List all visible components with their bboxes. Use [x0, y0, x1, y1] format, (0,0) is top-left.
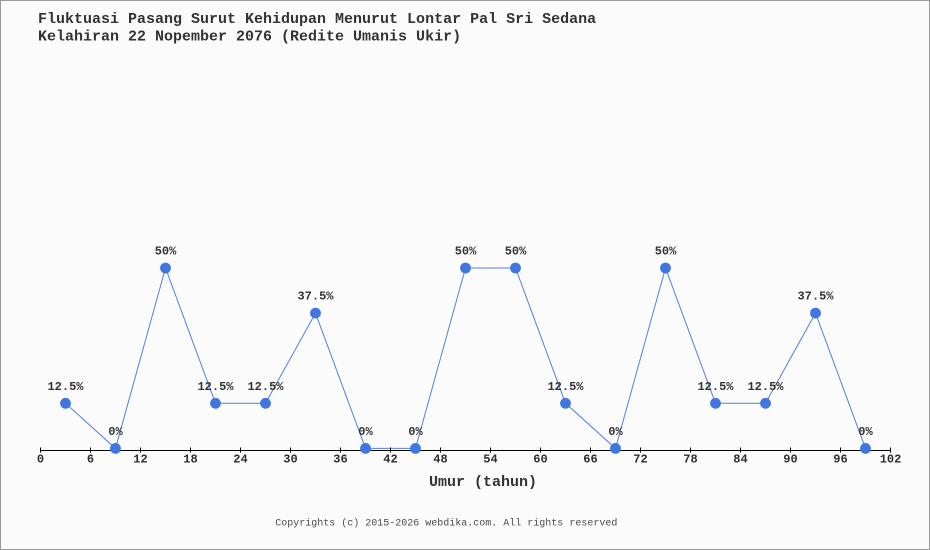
svg-text:37.5%: 37.5% [297, 290, 334, 304]
svg-text:48: 48 [433, 453, 447, 467]
svg-text:6: 6 [87, 453, 94, 467]
svg-text:Umur (tahun): Umur (tahun) [429, 474, 537, 491]
svg-text:30: 30 [283, 453, 297, 467]
svg-text:37.5%: 37.5% [797, 290, 834, 304]
svg-text:50%: 50% [455, 245, 477, 259]
svg-text:Copyrights (c) 2015-2026 webdi: Copyrights (c) 2015-2026 webdika.com. Al… [275, 518, 617, 530]
svg-text:0%: 0% [358, 425, 373, 439]
svg-text:12.5%: 12.5% [247, 380, 284, 394]
svg-text:12.5%: 12.5% [47, 380, 84, 394]
svg-text:50%: 50% [505, 245, 527, 259]
svg-text:12.5%: 12.5% [697, 380, 734, 394]
svg-text:0%: 0% [608, 425, 623, 439]
svg-text:12.5%: 12.5% [197, 380, 234, 394]
svg-text:96: 96 [833, 453, 847, 467]
svg-text:90: 90 [783, 453, 797, 467]
svg-text:102: 102 [880, 453, 902, 467]
svg-text:66: 66 [583, 453, 597, 467]
svg-text:60: 60 [533, 453, 547, 467]
svg-text:0%: 0% [408, 425, 423, 439]
svg-text:72: 72 [633, 453, 647, 467]
svg-text:42: 42 [383, 453, 397, 467]
svg-text:18: 18 [183, 453, 197, 467]
svg-text:24: 24 [233, 453, 247, 467]
svg-text:12.5%: 12.5% [747, 380, 784, 394]
svg-text:50%: 50% [655, 245, 677, 259]
svg-text:84: 84 [733, 453, 747, 467]
svg-text:Kelahiran 22 Nopember 2076 (Re: Kelahiran 22 Nopember 2076 (Redite Umani… [38, 29, 461, 46]
svg-text:Fluktuasi Pasang Surut Kehidup: Fluktuasi Pasang Surut Kehidupan Menurut… [38, 11, 596, 28]
svg-text:0: 0 [37, 453, 44, 467]
svg-text:0%: 0% [108, 425, 123, 439]
svg-text:36: 36 [333, 453, 347, 467]
svg-text:50%: 50% [155, 245, 177, 259]
svg-text:0%: 0% [858, 425, 873, 439]
svg-text:12: 12 [133, 453, 147, 467]
svg-text:12.5%: 12.5% [547, 380, 584, 394]
svg-text:54: 54 [483, 453, 497, 467]
svg-text:78: 78 [683, 453, 697, 467]
